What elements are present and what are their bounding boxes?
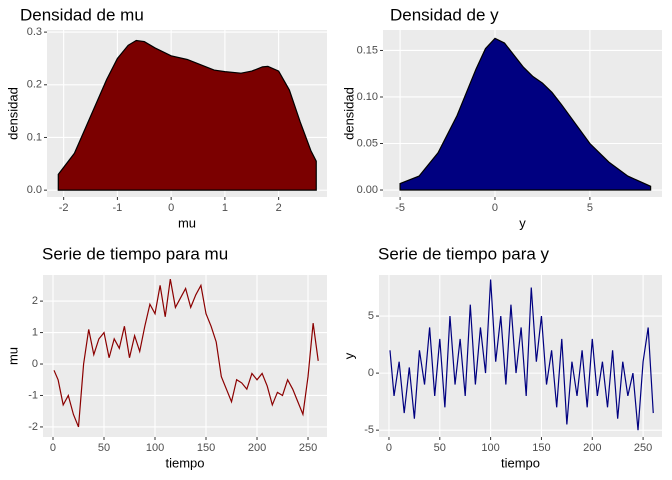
x-tick-label: 100 (481, 442, 499, 454)
y-tick-label: 2 (32, 295, 38, 307)
y-tick-label: 1 (32, 326, 38, 338)
y-tick-label: 0.10 (357, 91, 378, 103)
x-tick-label: 0 (386, 442, 392, 454)
x-tick-label: 250 (299, 442, 317, 454)
y-tick-label: -5 (364, 424, 374, 436)
y-tick-label: 0.15 (357, 44, 378, 56)
x-tick-label: -2 (59, 202, 69, 214)
x-tick-label: 5 (587, 202, 593, 214)
x-tick-label: 1 (222, 202, 228, 214)
y-axis-label: densidad (341, 87, 356, 140)
y-tick-label: 0 (32, 358, 38, 370)
y-tick-label: 0.00 (357, 184, 378, 196)
x-tick-label: 0 (50, 442, 56, 454)
x-axis-label: tiempo (501, 455, 540, 470)
y-tick-label: 0.1 (27, 131, 42, 143)
chart-title: Serie de tiempo para mu (42, 244, 228, 263)
x-tick-label: 200 (583, 442, 601, 454)
x-tick-label: 50 (98, 442, 110, 454)
density-area (399, 37, 652, 191)
y-tick-label: -2 (28, 421, 38, 433)
x-tick-label: 150 (532, 442, 550, 454)
x-tick-label: 50 (434, 442, 446, 454)
x-tick-label: 250 (634, 442, 652, 454)
plot-background (379, 275, 662, 437)
y-axis-label: y (341, 352, 356, 359)
x-tick-label: 200 (248, 442, 266, 454)
y-axis-label: densidad (5, 87, 20, 140)
x-tick-label: -1 (113, 202, 123, 214)
density-area (57, 39, 317, 191)
y-tick-label: 0 (368, 367, 374, 379)
x-tick-label: 0 (168, 202, 174, 214)
plot-background (43, 275, 327, 437)
chart-title: Densidad de mu (20, 5, 144, 24)
x-axis-label: mu (178, 215, 196, 230)
x-axis-label: y (519, 215, 526, 230)
chart-title: Serie de tiempo para y (378, 244, 550, 263)
y-tick-label: 0.05 (357, 137, 378, 149)
y-axis-label: mu (5, 347, 20, 365)
y-tick-label: 0.0 (27, 184, 42, 196)
x-tick-label: 2 (276, 202, 282, 214)
x-tick-label: 150 (197, 442, 215, 454)
series-line (389, 279, 654, 431)
x-tick-label: -5 (395, 202, 405, 214)
y-tick-label: 5 (368, 310, 374, 322)
x-axis-label: tiempo (165, 455, 204, 470)
series-line (53, 278, 319, 428)
y-tick-label: -1 (28, 389, 38, 401)
chart-title: Densidad de y (390, 5, 499, 24)
y-tick-label: 0.3 (27, 26, 42, 38)
x-tick-label: 0 (492, 202, 498, 214)
x-tick-label: 100 (146, 442, 164, 454)
y-tick-label: 0.2 (27, 79, 42, 91)
